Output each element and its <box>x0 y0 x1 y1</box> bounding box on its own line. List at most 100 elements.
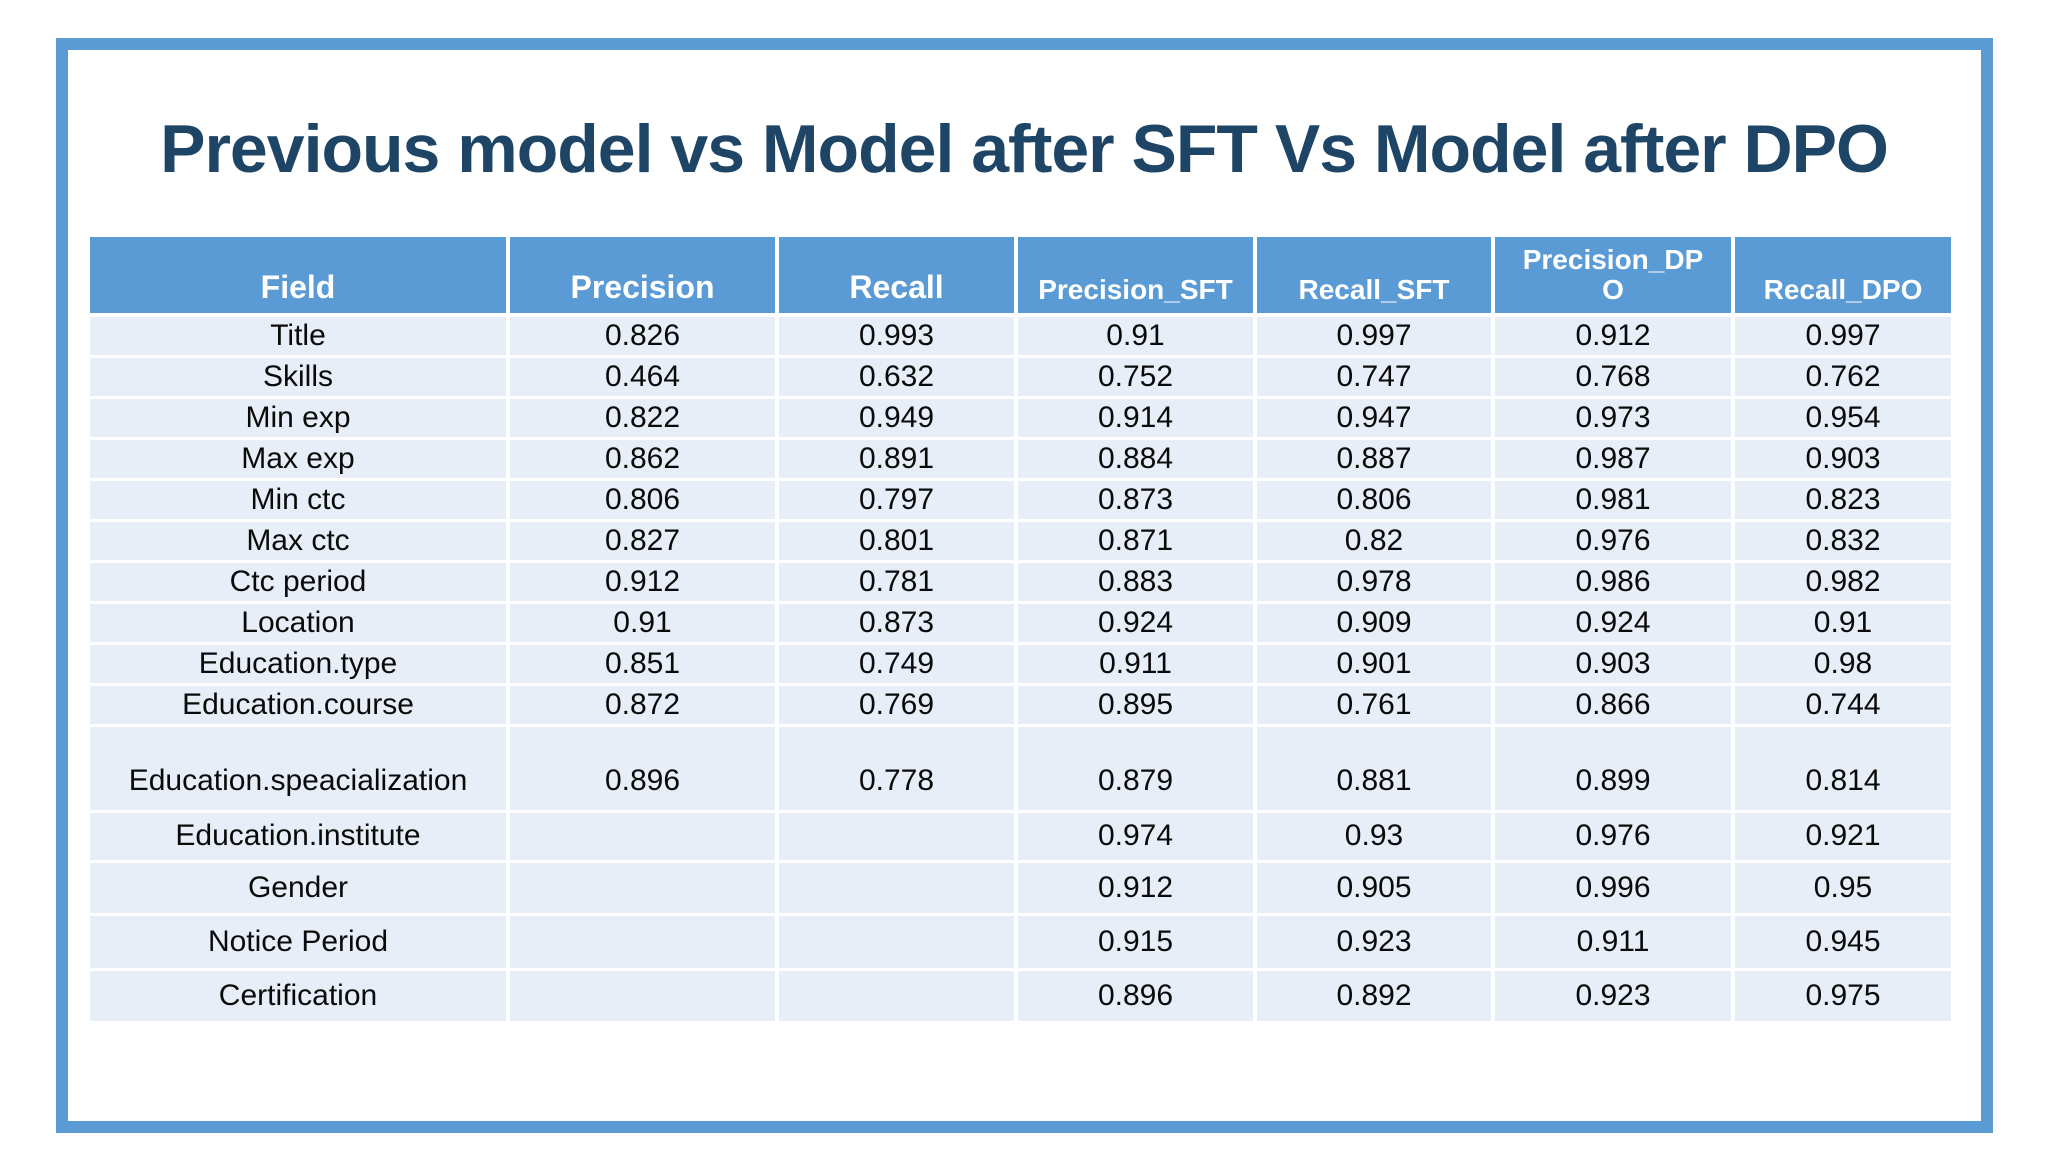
value-cell: 0.901 <box>1255 643 1495 686</box>
field-cell: Skills <box>90 356 510 399</box>
value-cell: 0.632 <box>777 356 1018 399</box>
value-cell <box>777 969 1018 1024</box>
value-cell: 0.851 <box>508 643 779 686</box>
table-row: Max ctc 0.827 0.801 0.871 0.82 0.976 0.832 <box>90 520 1955 563</box>
field-cell: Notice Period <box>90 914 510 971</box>
table-row: Education.speacialization 0.896 0.778 0.879… <box>90 725 1955 813</box>
value-cell: 0.905 <box>1255 861 1495 916</box>
table-row: Max exp 0.862 0.891 0.884 0.887 0.987 0.903 <box>90 438 1955 481</box>
table-header-row: Field Precision Recall Precision_SFT Recall_… <box>90 237 1955 317</box>
value-cell: 0.921 <box>1733 811 1955 863</box>
value-cell: 0.862 <box>508 438 779 481</box>
value-cell: 0.91 <box>1016 315 1257 358</box>
value-cell <box>777 861 1018 916</box>
column-header: Precision <box>508 237 779 317</box>
value-cell: 0.997 <box>1733 315 1955 358</box>
value-cell: 0.923 <box>1255 914 1495 971</box>
value-cell: 0.832 <box>1733 520 1955 563</box>
value-cell: 0.747 <box>1255 356 1495 399</box>
value-cell: 0.896 <box>1016 969 1257 1024</box>
value-cell: 0.912 <box>1016 861 1257 916</box>
value-cell: 0.827 <box>508 520 779 563</box>
value-cell: 0.982 <box>1733 561 1955 604</box>
value-cell: 0.884 <box>1016 438 1257 481</box>
metrics-table: Field Precision Recall Precision_SFT Recall_… <box>90 237 1955 1024</box>
value-cell: 0.814 <box>1733 725 1955 813</box>
table-row: Location 0.91 0.873 0.924 0.909 0.924 0.91 <box>90 602 1955 645</box>
value-cell: 0.823 <box>1733 479 1955 522</box>
value-cell: 0.806 <box>508 479 779 522</box>
value-cell <box>508 914 779 971</box>
field-cell: Ctc period <box>90 561 510 604</box>
value-cell: 0.464 <box>508 356 779 399</box>
value-cell: 0.762 <box>1733 356 1955 399</box>
value-cell: 0.95 <box>1733 861 1955 916</box>
value-cell: 0.912 <box>508 561 779 604</box>
value-cell: 0.887 <box>1255 438 1495 481</box>
value-cell: 0.761 <box>1255 684 1495 727</box>
value-cell: 0.778 <box>777 725 1018 813</box>
value-cell: 0.873 <box>1016 479 1257 522</box>
value-cell: 0.975 <box>1733 969 1955 1024</box>
value-cell: 0.879 <box>1016 725 1257 813</box>
value-cell <box>508 969 779 1024</box>
table-row: Skills 0.464 0.632 0.752 0.747 0.768 0.762 <box>90 356 1955 399</box>
field-cell: Min ctc <box>90 479 510 522</box>
field-cell: Education.institute <box>90 811 510 863</box>
column-header: Recall_SFT <box>1255 237 1495 317</box>
field-cell: Education.course <box>90 684 510 727</box>
value-cell: 0.954 <box>1733 397 1955 440</box>
value-cell: 0.806 <box>1255 479 1495 522</box>
value-cell <box>508 861 779 916</box>
value-cell: 0.986 <box>1493 561 1735 604</box>
table-row: Ctc period 0.912 0.781 0.883 0.978 0.986 0.982 <box>90 561 1955 604</box>
value-cell: 0.98 <box>1733 643 1955 686</box>
table-row: Education.institute 0.974 0.93 0.976 0.921 <box>90 811 1955 863</box>
value-cell: 0.744 <box>1733 684 1955 727</box>
table-row: Title 0.826 0.993 0.91 0.997 0.912 0.997 <box>90 315 1955 358</box>
value-cell <box>777 914 1018 971</box>
value-cell: 0.781 <box>777 561 1018 604</box>
column-header: Recall_DPO <box>1733 237 1955 317</box>
slide-border-frame <box>56 38 1993 1133</box>
value-cell: 0.947 <box>1255 397 1495 440</box>
value-cell: 0.903 <box>1733 438 1955 481</box>
value-cell: 0.996 <box>1493 861 1735 916</box>
field-cell: Title <box>90 315 510 358</box>
field-cell: Min exp <box>90 397 510 440</box>
value-cell: 0.976 <box>1493 520 1735 563</box>
value-cell: 0.923 <box>1493 969 1735 1024</box>
value-cell: 0.912 <box>1493 315 1735 358</box>
column-header-label: Field <box>260 269 336 306</box>
value-cell: 0.895 <box>1016 684 1257 727</box>
value-cell: 0.752 <box>1016 356 1257 399</box>
value-cell: 0.826 <box>508 315 779 358</box>
field-cell: Education.speacialization <box>90 725 510 813</box>
table-row: Min exp 0.822 0.949 0.914 0.947 0.973 0.954 <box>90 397 1955 440</box>
value-cell: 0.949 <box>777 397 1018 440</box>
field-cell: Gender <box>90 861 510 916</box>
page-title: Previous model vs Model after SFT Vs Mod… <box>160 111 1889 187</box>
value-cell: 0.822 <box>508 397 779 440</box>
value-cell: 0.976 <box>1493 811 1735 863</box>
column-header-label: Recall_SFT <box>1298 273 1450 305</box>
value-cell: 0.896 <box>508 725 779 813</box>
value-cell: 0.945 <box>1733 914 1955 971</box>
value-cell: 0.915 <box>1016 914 1257 971</box>
value-cell: 0.801 <box>777 520 1018 563</box>
value-cell: 0.892 <box>1255 969 1495 1024</box>
value-cell: 0.978 <box>1255 561 1495 604</box>
value-cell <box>508 811 779 863</box>
value-cell: 0.872 <box>508 684 779 727</box>
value-cell: 0.924 <box>1493 602 1735 645</box>
value-cell: 0.768 <box>1493 356 1735 399</box>
table-row: Notice Period 0.915 0.923 0.911 0.945 <box>90 914 1955 971</box>
value-cell: 0.973 <box>1493 397 1735 440</box>
field-cell: Max ctc <box>90 520 510 563</box>
value-cell: 0.881 <box>1255 725 1495 813</box>
column-header-label: Precision_SFT <box>1038 273 1233 305</box>
value-cell <box>777 811 1018 863</box>
field-cell: Certification <box>90 969 510 1024</box>
value-cell: 0.797 <box>777 479 1018 522</box>
